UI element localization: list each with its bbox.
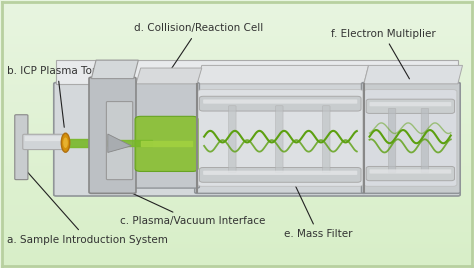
FancyBboxPatch shape [195, 83, 366, 193]
Ellipse shape [61, 133, 70, 152]
FancyBboxPatch shape [25, 136, 64, 141]
FancyBboxPatch shape [89, 77, 136, 193]
FancyBboxPatch shape [200, 96, 361, 111]
Text: f. Electron Multiplier: f. Electron Multiplier [331, 29, 436, 79]
FancyBboxPatch shape [366, 166, 455, 181]
FancyBboxPatch shape [364, 90, 457, 186]
FancyBboxPatch shape [388, 109, 396, 173]
Text: e. Mass Filter: e. Mass Filter [284, 184, 353, 239]
FancyBboxPatch shape [106, 102, 133, 180]
FancyBboxPatch shape [15, 115, 28, 180]
Text: d. Collision/Reaction Cell: d. Collision/Reaction Cell [134, 24, 263, 74]
FancyBboxPatch shape [134, 83, 200, 188]
Polygon shape [56, 60, 458, 84]
Polygon shape [136, 68, 202, 84]
FancyBboxPatch shape [370, 102, 451, 106]
FancyBboxPatch shape [23, 134, 66, 150]
Polygon shape [91, 60, 138, 79]
Ellipse shape [63, 137, 68, 148]
Polygon shape [364, 65, 463, 84]
FancyBboxPatch shape [198, 90, 363, 186]
FancyBboxPatch shape [322, 106, 330, 173]
Polygon shape [197, 65, 369, 84]
Text: c. Plasma/Vacuum Interface: c. Plasma/Vacuum Interface [115, 185, 265, 226]
FancyBboxPatch shape [421, 109, 428, 173]
FancyBboxPatch shape [203, 171, 357, 175]
FancyBboxPatch shape [203, 99, 357, 104]
FancyBboxPatch shape [228, 106, 236, 173]
Text: b. ICP Plasma Torch: b. ICP Plasma Torch [7, 66, 108, 127]
FancyBboxPatch shape [362, 83, 460, 193]
FancyBboxPatch shape [54, 83, 460, 196]
FancyBboxPatch shape [135, 116, 198, 172]
Text: a. Sample Introduction System: a. Sample Introduction System [7, 168, 168, 244]
FancyBboxPatch shape [275, 106, 283, 173]
FancyBboxPatch shape [366, 99, 455, 113]
FancyBboxPatch shape [370, 169, 451, 174]
Polygon shape [108, 134, 131, 152]
FancyBboxPatch shape [200, 168, 361, 182]
